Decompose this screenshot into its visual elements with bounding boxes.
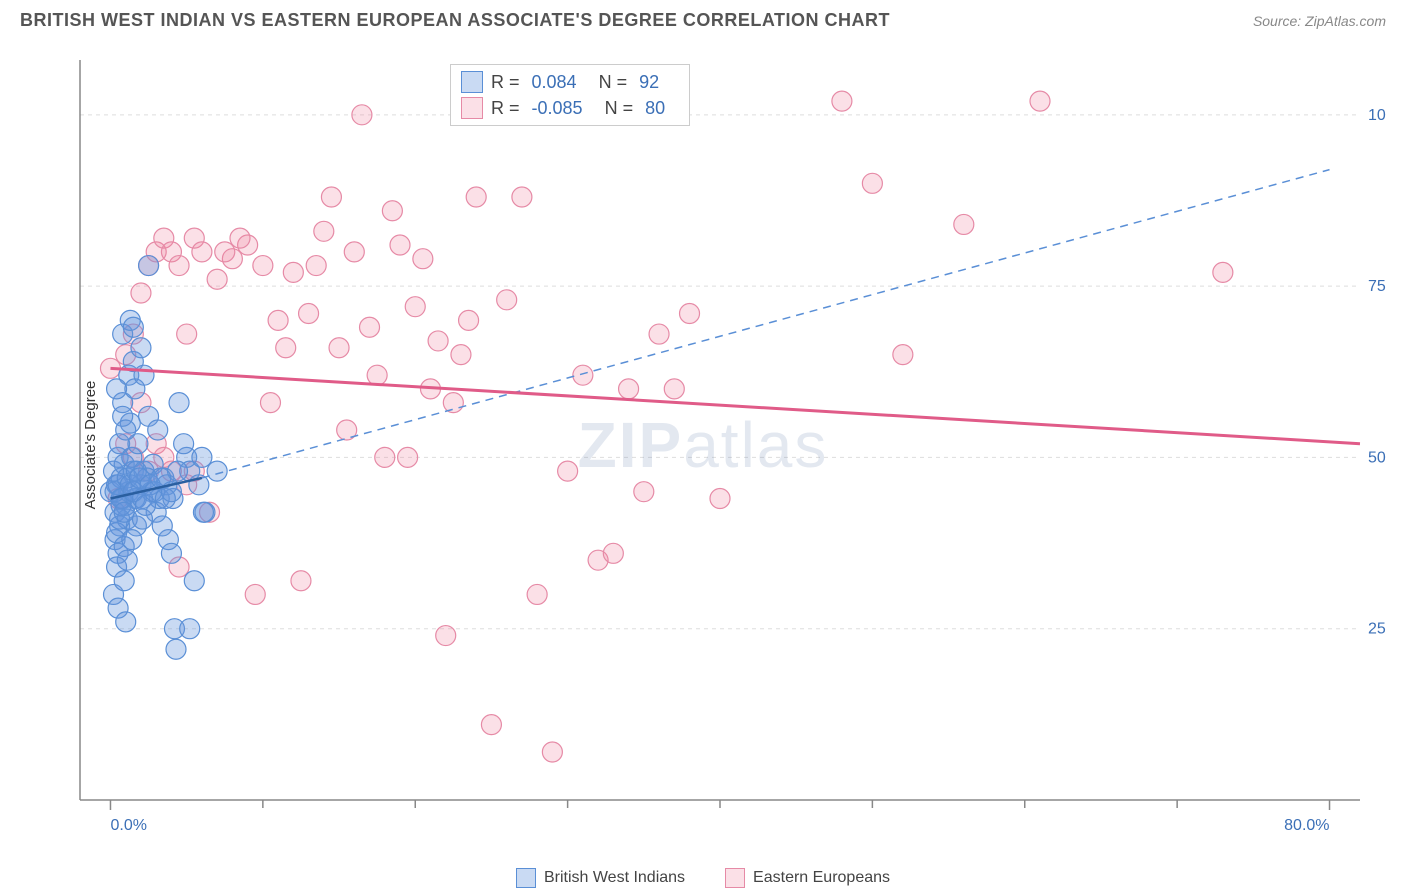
stats-swatch: [461, 97, 483, 119]
stats-legend-box: R =0.084N =92R =-0.085N =80: [450, 64, 690, 126]
n-label: N =: [599, 72, 628, 93]
n-value: 92: [639, 72, 659, 93]
stats-row: R = 0.084 N = 92: [461, 69, 679, 95]
r-label: R =: [491, 72, 520, 93]
svg-text:75.0%: 75.0%: [1368, 278, 1386, 295]
r-value: 0.084: [532, 72, 577, 93]
chart-area: Associate's Degree 25.0% 50.0% 75.0% 100.0%…: [20, 40, 1386, 850]
r-label: R =: [491, 98, 520, 119]
legend-label: Eastern Europeans: [753, 869, 890, 887]
stats-swatch: [461, 71, 483, 93]
svg-text:0.0%: 0.0%: [110, 817, 146, 834]
y-axis-label: Associate's Degree: [82, 381, 99, 510]
svg-text:80.0%: 80.0%: [1284, 817, 1329, 834]
legend-swatch: [516, 868, 536, 888]
svg-text:50.0%: 50.0%: [1368, 449, 1386, 466]
legend-label: British West Indians: [544, 869, 685, 887]
source-attribution: Source: ZipAtlas.com: [1253, 13, 1386, 29]
legend-item: Eastern Europeans: [725, 868, 890, 888]
bottom-legend: British West Indians Eastern Europeans: [0, 868, 1406, 888]
scatter-plot-svg: 25.0% 50.0% 75.0% 100.0% 0.0% 80.0%: [20, 40, 1386, 850]
n-value: 80: [645, 98, 665, 119]
svg-text:100.0%: 100.0%: [1368, 107, 1386, 124]
svg-text:25.0%: 25.0%: [1368, 621, 1386, 638]
n-label: N =: [605, 98, 634, 119]
stats-row: R = -0.085 N = 80: [461, 95, 679, 121]
legend-item: British West Indians: [516, 868, 685, 888]
chart-title: BRITISH WEST INDIAN VS EASTERN EUROPEAN …: [20, 10, 890, 31]
legend-swatch: [725, 868, 745, 888]
r-value: -0.085: [532, 98, 583, 119]
